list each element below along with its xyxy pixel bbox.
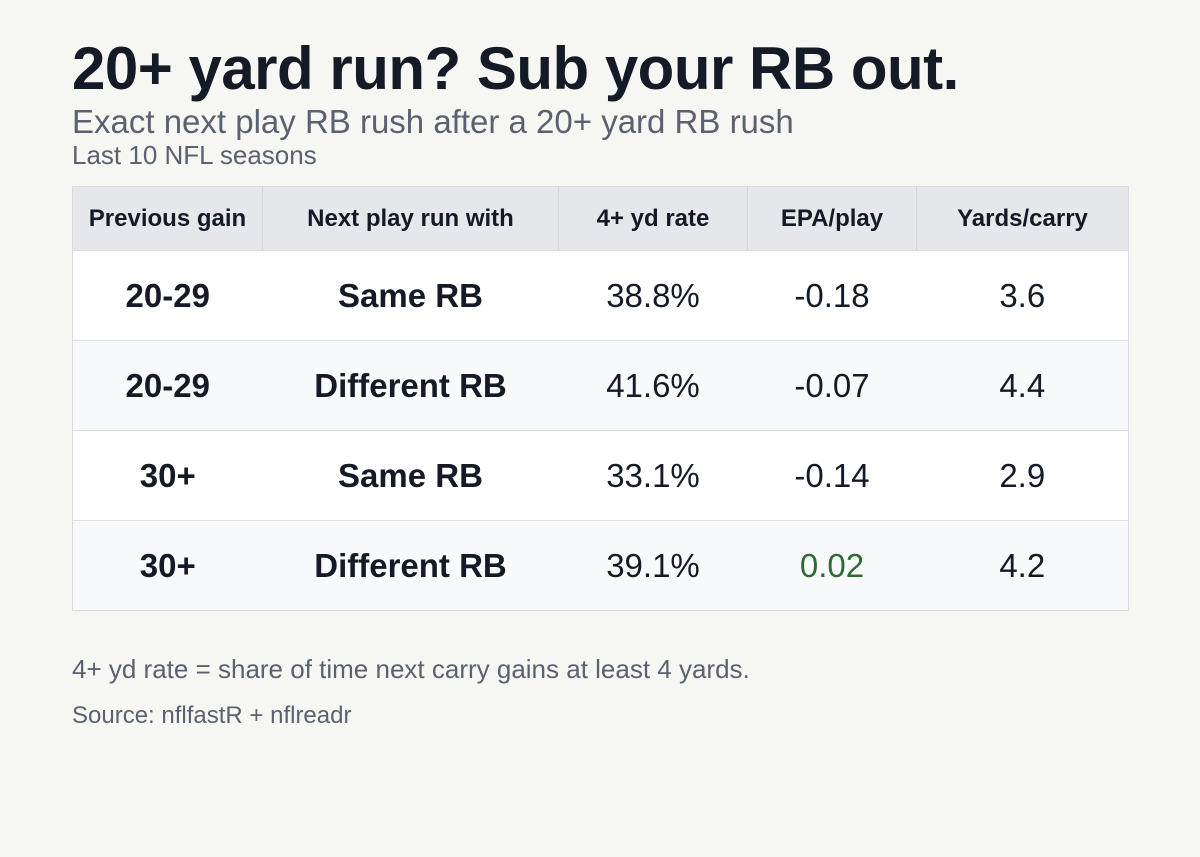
cell-4-yd-rate: 33.1% xyxy=(558,430,748,521)
cell-next-play-run-with: Same RB xyxy=(262,250,559,341)
chart-title: 20+ yard run? Sub your RB out. xyxy=(72,35,959,102)
chart-note: Last 10 NFL seasons xyxy=(72,140,317,170)
column-header-epa-per-play: EPA/play xyxy=(747,186,917,251)
cell-4-yd-rate: 39.1% xyxy=(558,520,748,611)
table-row: 20-29 Same RB 38.8% -0.18 3.6 xyxy=(72,250,1129,341)
cell-epa-per-play: -0.07 xyxy=(747,340,917,431)
chart-subtitle: Exact next play RB rush after a 20+ yard… xyxy=(72,103,794,140)
table-row: 30+ Different RB 39.1% 0.02 4.2 xyxy=(72,520,1129,611)
cell-previous-gain: 30+ xyxy=(72,430,263,521)
cell-epa-per-play: -0.18 xyxy=(747,250,917,341)
cell-yards-per-carry: 2.9 xyxy=(916,430,1129,521)
column-header-next-play-run-with: Next play run with xyxy=(262,186,559,251)
cell-next-play-run-with: Different RB xyxy=(262,520,559,611)
cell-previous-gain: 20-29 xyxy=(72,250,263,341)
cell-4-yd-rate: 38.8% xyxy=(558,250,748,341)
chart-container: 20+ yard run? Sub your RB out. Exact nex… xyxy=(72,34,1129,729)
cell-yards-per-carry: 4.2 xyxy=(916,520,1129,611)
cell-next-play-run-with: Same RB xyxy=(262,430,559,521)
cell-epa-per-play: 0.02 xyxy=(747,520,917,611)
footnote: 4+ yd rate = share of time next carry ga… xyxy=(72,654,750,684)
cell-4-yd-rate: 41.6% xyxy=(558,340,748,431)
table-header-row: Previous gain Next play run with 4+ yd r… xyxy=(72,186,1129,251)
column-header-previous-gain: Previous gain xyxy=(72,186,263,251)
source-note: Source: nflfastR + nflreadr xyxy=(72,702,352,729)
cell-yards-per-carry: 3.6 xyxy=(916,250,1129,341)
cell-previous-gain: 30+ xyxy=(72,520,263,611)
column-header-4-yd-rate: 4+ yd rate xyxy=(558,186,748,251)
data-table: Previous gain Next play run with 4+ yd r… xyxy=(72,186,1129,611)
cell-next-play-run-with: Different RB xyxy=(262,340,559,431)
table-row: 20-29 Different RB 41.6% -0.07 4.4 xyxy=(72,340,1129,431)
column-header-yards-per-carry: Yards/carry xyxy=(916,186,1129,251)
table-row: 30+ Same RB 33.1% -0.14 2.9 xyxy=(72,430,1129,521)
cell-epa-per-play: -0.14 xyxy=(747,430,917,521)
cell-previous-gain: 20-29 xyxy=(72,340,263,431)
cell-yards-per-carry: 4.4 xyxy=(916,340,1129,431)
